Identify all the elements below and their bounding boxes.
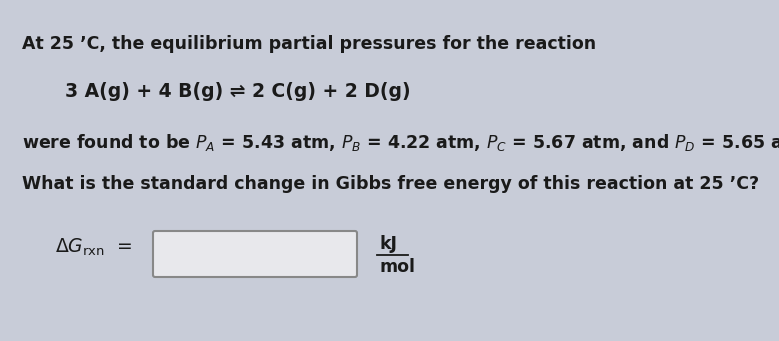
Text: were found to be $P_A$ = 5.43 atm, $P_B$ = 4.22 atm, $P_C$ = 5.67 atm, and $P_D$: were found to be $P_A$ = 5.43 atm, $P_B$…	[22, 132, 779, 153]
Text: $\Delta G_{\mathrm{rxn}}$  =: $\Delta G_{\mathrm{rxn}}$ =	[55, 237, 132, 258]
FancyBboxPatch shape	[153, 231, 357, 277]
Text: kJ: kJ	[380, 235, 398, 253]
Text: 3 A(g) + 4 B(g) ⇌ 2 C(g) + 2 D(g): 3 A(g) + 4 B(g) ⇌ 2 C(g) + 2 D(g)	[65, 82, 411, 101]
Text: mol: mol	[380, 258, 416, 276]
Text: What is the standard change in Gibbs free energy of this reaction at 25 ’C?: What is the standard change in Gibbs fre…	[22, 175, 759, 193]
Text: At 25 ’C, the equilibrium partial pressures for the reaction: At 25 ’C, the equilibrium partial pressu…	[22, 35, 596, 53]
